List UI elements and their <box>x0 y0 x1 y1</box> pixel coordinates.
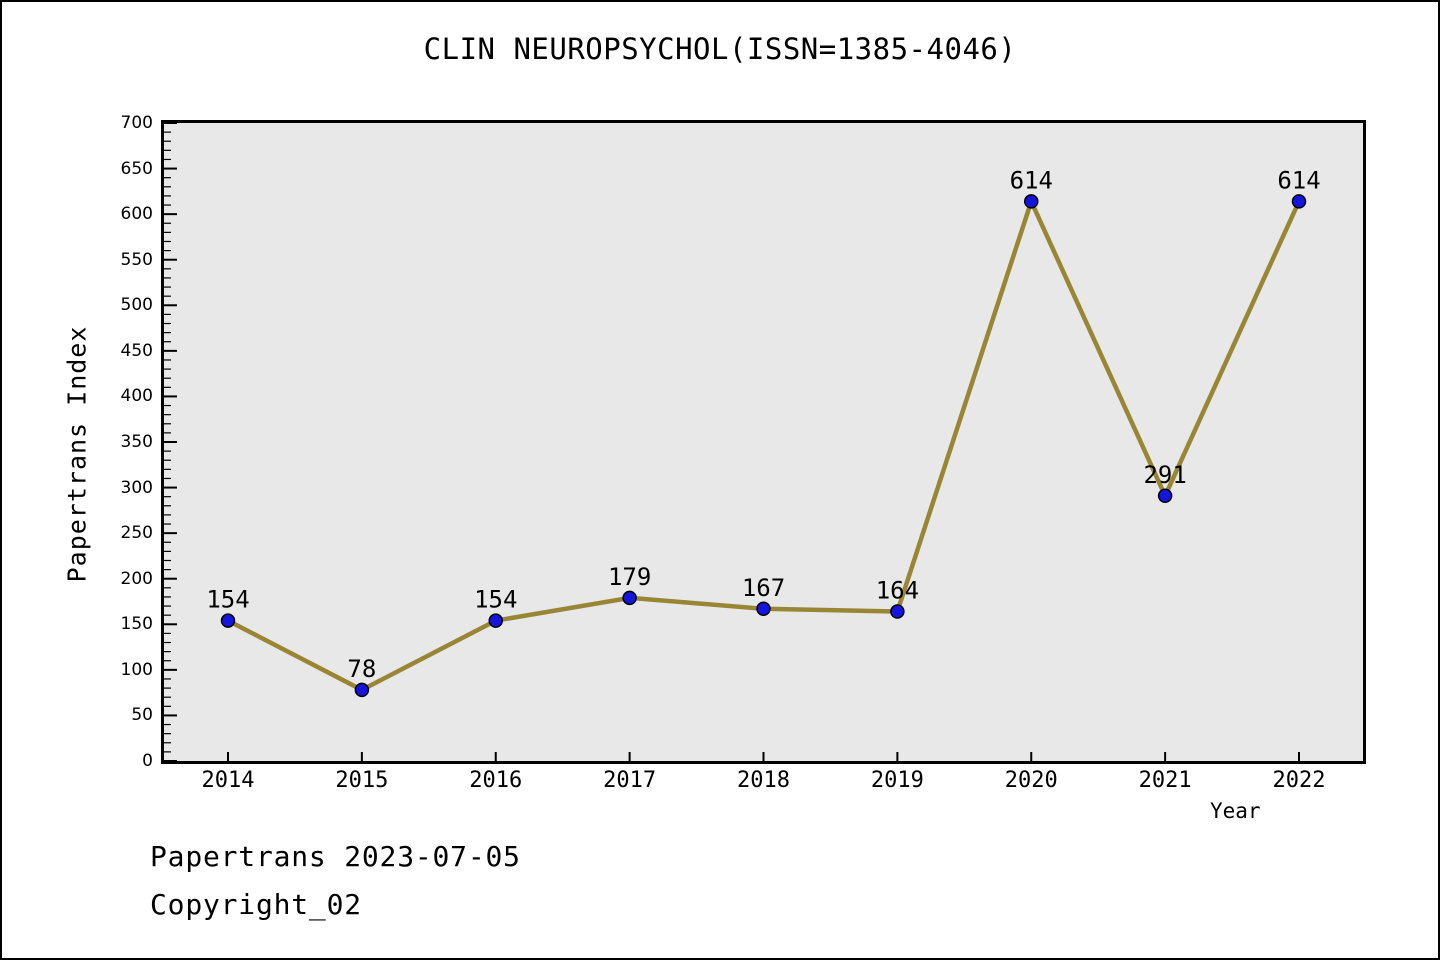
data-point-2018[interactable] <box>756 601 771 617</box>
point-label: 154 <box>474 586 517 614</box>
data-point-2019[interactable] <box>890 604 905 619</box>
point-label: 167 <box>742 574 785 602</box>
watermark-date: Papertrans 2023-07-05 <box>150 840 521 873</box>
y-tick-label: 150 <box>120 614 153 635</box>
y-tick-label: 600 <box>120 204 153 225</box>
y-tick-label: 500 <box>120 295 153 316</box>
y-tick-label: 550 <box>120 249 153 270</box>
watermark-copyright: Copyright_02 <box>150 888 362 921</box>
point-label: 614 <box>1277 166 1320 194</box>
point-label: 154 <box>206 586 249 614</box>
chart-title: CLIN NEUROPSYCHOL(ISSN=1385-4046) <box>423 32 1017 66</box>
point-label: 164 <box>876 577 919 605</box>
data-point-2020[interactable] <box>1024 194 1039 209</box>
x-axis-label: Year <box>1210 799 1261 823</box>
point-label: 614 <box>1010 166 1053 194</box>
y-tick-label: 700 <box>120 113 153 133</box>
x-tick-label: 2022 <box>1272 768 1326 793</box>
line-chart-canvas: 154 78 154 179 167 164 614 291 614 <box>164 123 1321 761</box>
x-tick-label: 2015 <box>335 768 389 793</box>
data-point-2015[interactable] <box>354 682 370 698</box>
y-tick-label: 400 <box>120 386 153 407</box>
y-tick-label: 250 <box>120 523 153 544</box>
point-label: 78 <box>347 655 376 683</box>
x-tick-label: 2014 <box>201 768 255 793</box>
x-tick-label: 2019 <box>870 768 924 793</box>
x-tick-label: 2018 <box>737 768 790 793</box>
y-tick-label: 200 <box>120 568 153 589</box>
data-line <box>226 195 1302 693</box>
y-tick-label: 350 <box>120 432 153 452</box>
data-point-2016[interactable] <box>488 613 503 628</box>
plot-area: 154 78 154 179 167 164 614 291 614 <box>161 120 1366 764</box>
x-tick-label: 2016 <box>469 768 523 793</box>
y-axis-label: Papertrans Index <box>62 325 92 583</box>
x-tick-label: 2020 <box>1004 768 1058 793</box>
x-tick-label: 2017 <box>603 768 657 793</box>
data-point-2022[interactable] <box>1291 194 1307 209</box>
y-tick-label: 650 <box>120 158 153 179</box>
data-point-2014[interactable] <box>220 613 236 628</box>
x-tick-label: 2021 <box>1138 768 1192 793</box>
y-tick-label: 450 <box>120 340 153 361</box>
y-tick-label: 300 <box>120 477 153 498</box>
data-point-2017[interactable] <box>622 590 637 606</box>
y-tick-label: 50 <box>131 705 153 726</box>
y-tick-label: 0 <box>142 751 153 771</box>
data-point-2021[interactable] <box>1157 488 1173 504</box>
y-tick-label: 100 <box>120 659 153 680</box>
point-label: 291 <box>1143 461 1186 489</box>
point-label: 179 <box>608 563 651 591</box>
